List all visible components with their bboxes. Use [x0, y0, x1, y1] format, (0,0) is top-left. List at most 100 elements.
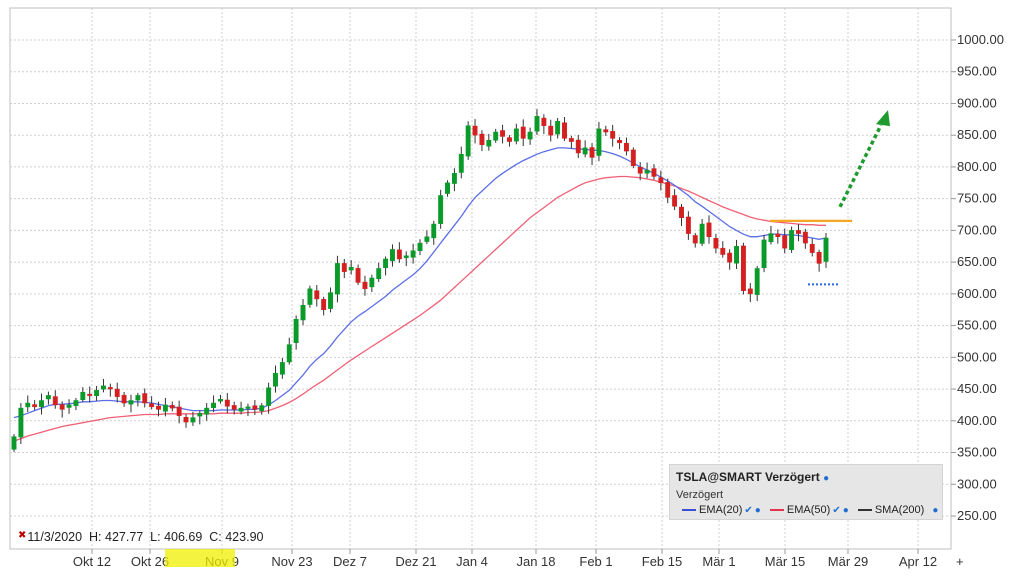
candle-body [802, 231, 808, 244]
candle-body [796, 230, 801, 234]
candle-body [396, 249, 402, 260]
candle-body [761, 239, 767, 268]
check-icon[interactable]: ✔ [832, 504, 841, 516]
candle-body [720, 247, 726, 255]
candle-body [775, 233, 781, 237]
y-tick-label: 600.00 [957, 286, 997, 301]
ohlc-high: 427.77 [105, 530, 144, 544]
legend-items: EMA(20) ✔ ● EMA(50) ✔ ● SMA(200) ● [682, 504, 944, 516]
forecast-arrow-head [876, 110, 890, 127]
ohlc-readout: ✖11/3/2020 H: 427.77 L: 406.69 C: 423.90 [18, 530, 264, 544]
candle-body [279, 362, 285, 375]
candle-body [73, 400, 79, 406]
x-tick-label: Okt 26 [131, 554, 169, 569]
candle-body [637, 166, 643, 174]
candle-body [706, 222, 712, 237]
legend-subtitle: Verzögert [676, 489, 724, 501]
y-tick-label: 1000.00 [957, 32, 1004, 47]
candle-body [562, 122, 567, 139]
candle-body [149, 403, 155, 408]
x-tick-label: Jan 18 [516, 554, 555, 569]
candle-body [376, 268, 382, 280]
legend-item-ema50[interactable]: EMA(50) [786, 504, 831, 517]
candle-body [672, 195, 678, 207]
x-tick-label: Feb 1 [579, 554, 612, 569]
y-tick-label: 550.00 [957, 318, 997, 333]
candle-body [80, 391, 86, 400]
candle-body [273, 372, 278, 387]
candle-body [438, 195, 444, 224]
x-tick-label: Apr 12 [899, 554, 937, 569]
candle-body [128, 400, 134, 405]
candle-body [541, 117, 547, 126]
forecast-arrow [838, 124, 883, 208]
candle-body [575, 139, 581, 154]
ohlc-low: 406.69 [164, 530, 203, 544]
x-tick-label: Nov 23 [271, 554, 312, 569]
candle-body [190, 417, 196, 423]
candle-body [809, 243, 815, 253]
y-tick-label: 450.00 [957, 381, 997, 396]
globe-icon[interactable]: ● [932, 504, 939, 516]
date-highlight [165, 549, 235, 567]
globe-icon[interactable]: ● [842, 504, 849, 516]
legend-item-sma200[interactable]: SMA(200) [874, 504, 925, 517]
candle-body [424, 236, 430, 242]
candle-body [32, 404, 38, 408]
candle-body [754, 268, 760, 295]
candle-body [224, 399, 230, 407]
candle-body [101, 385, 106, 390]
legend-item-ema20[interactable]: EMA(20) [699, 504, 743, 517]
candle-body [11, 436, 17, 450]
candle-body [630, 149, 636, 166]
candle-body [555, 120, 561, 135]
candle-body [403, 255, 409, 259]
legend[interactable]: TSLA@SMART Verzögert ● Verzögert EMA(20)… [669, 464, 943, 520]
candle-body [238, 407, 244, 412]
y-tick-label: 500.00 [957, 349, 997, 364]
x-tick-label: Jan 4 [456, 554, 488, 569]
candle-body [293, 319, 299, 343]
nav-glyph: + [956, 554, 964, 569]
candle-body [527, 131, 533, 140]
y-tick-label: 650.00 [957, 254, 997, 269]
candle-body [183, 416, 189, 423]
candle-body [417, 242, 423, 251]
y-tick-label: 400.00 [957, 413, 997, 428]
candle-body [713, 238, 719, 249]
candle-body [162, 404, 168, 412]
candle-body [768, 233, 774, 243]
ema20-swatch [682, 509, 696, 512]
candle-body [45, 395, 51, 400]
candle-body [211, 402, 217, 408]
candle-body [286, 344, 292, 363]
candle-body [644, 169, 650, 174]
candle-body [445, 182, 450, 194]
candle-body [520, 126, 526, 139]
candle-body [334, 263, 340, 295]
candle-body [369, 277, 375, 288]
check-icon[interactable]: ✔ [744, 504, 753, 516]
candle-body [66, 404, 72, 408]
x-tick-label: Dez 21 [395, 554, 436, 569]
candle-body [300, 305, 306, 321]
candle-body [596, 128, 602, 156]
candle-body [747, 288, 753, 295]
close-marker-icon[interactable]: ✖ [18, 530, 27, 541]
globe-icon[interactable]: ● [823, 473, 830, 484]
candle-body [18, 407, 24, 438]
x-tick-label: Mär 1 [702, 554, 735, 569]
candle-body [472, 125, 478, 136]
ema50-swatch [769, 509, 784, 512]
candle-body [568, 138, 574, 142]
candle-body [410, 250, 416, 258]
y-tick-label: 250.00 [957, 508, 997, 523]
globe-icon[interactable]: ● [754, 504, 761, 516]
candle-body [699, 223, 705, 244]
candle-body [197, 412, 203, 417]
candle-body [328, 292, 333, 309]
candle-body [245, 406, 251, 409]
candle-body [493, 131, 499, 141]
